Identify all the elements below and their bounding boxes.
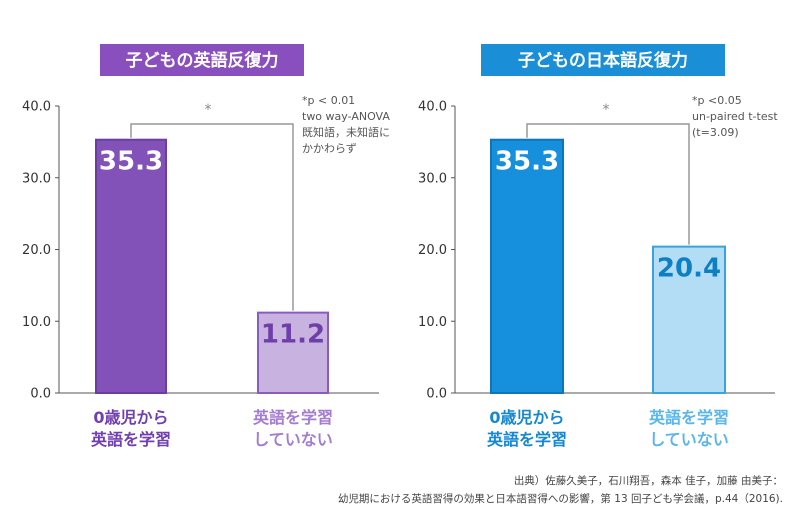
bar-1 [95, 138, 167, 394]
source-citation: 出典）佐藤久美子，石川翔吾，森本 佳子，加藤 由美子： [514, 474, 783, 487]
stats-note: かかわらず [302, 142, 357, 155]
stats-note: 既知語，未知語に [302, 125, 390, 139]
significance-bracket [130, 123, 294, 311]
stats-note: *p <0.05 [692, 94, 742, 107]
x-category-label: 英語を学習 [648, 408, 729, 427]
y-tick-label: 30.0 [418, 171, 447, 186]
x-category-label: 英語を学習 [252, 408, 333, 427]
y-tick-label: 40.0 [22, 100, 51, 115]
x-category-label: 英語を学習 [486, 430, 567, 449]
stats-note: two way-ANOVA [302, 110, 390, 123]
x-category-label: していない [649, 430, 729, 449]
bar-value-label: 20.4 [657, 254, 721, 284]
chart-title: 子どもの英語反復力 [126, 50, 279, 71]
chart-panel-1: 子どもの英語反復力0.010.020.030.040.035.30歳児から英語を… [22, 44, 390, 449]
x-category-label: 0歳児から [93, 408, 168, 427]
stats-note: (t=3.09) [692, 126, 739, 139]
y-tick-label: 0.0 [30, 387, 51, 402]
x-category-label: 英語を学習 [90, 430, 171, 449]
y-tick-label: 20.0 [22, 243, 51, 258]
significance-star: * [603, 102, 610, 118]
significance-bracket [526, 123, 690, 245]
chart-title-badge [481, 44, 725, 76]
stats-note: *p < 0.01 [302, 94, 355, 107]
chart-title: 子どもの日本語反復力 [518, 50, 688, 71]
y-tick-label: 10.0 [22, 315, 51, 330]
bar-value-label: 35.3 [495, 147, 559, 177]
x-category-label: 0歳児から [489, 408, 564, 427]
y-tick-label: 40.0 [418, 100, 447, 115]
chart-panel-2: 子どもの日本語反復力0.010.020.030.040.035.30歳児から英語… [418, 44, 778, 449]
y-tick-label: 10.0 [418, 315, 447, 330]
bar-value-label: 35.3 [99, 147, 163, 177]
y-tick-label: 30.0 [22, 171, 51, 186]
source-citation: 幼児期における英語習得の効果と日本語習得への影響，第 13 回子ども学会議，p.… [338, 492, 783, 505]
stats-note: un-paired t-test [692, 110, 778, 123]
y-tick-label: 0.0 [426, 387, 447, 402]
bar-value-label: 11.2 [261, 320, 325, 350]
x-category-label: していない [253, 430, 333, 449]
y-tick-label: 20.0 [418, 243, 447, 258]
bar-2 [257, 311, 329, 395]
bar-2 [652, 245, 726, 394]
chart-title-badge [100, 44, 304, 76]
significance-star: * [205, 102, 212, 118]
bar-1 [490, 138, 564, 394]
